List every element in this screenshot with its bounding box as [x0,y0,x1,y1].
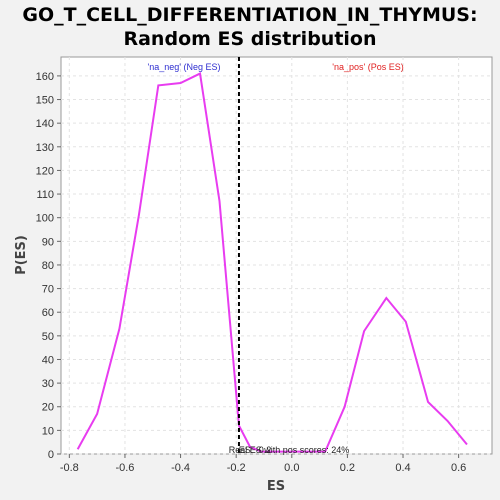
x-tick-label: -0.2 [227,462,246,474]
y-tick-label: 120 [36,165,54,177]
x-axis-ticks: -0.8 -0.6 -0.4 -0.2 0.0 0.2 0.4 0.6 [60,454,466,474]
x-tick-label: 0.0 [284,462,299,474]
y-tick-label: 160 [36,71,54,83]
y-tick-label: 80 [42,260,54,272]
y-tick-label: 30 [42,378,54,390]
y-tick-label: 50 [42,331,54,343]
y-tick-label: 0 [48,449,54,461]
x-tick-label: 0.4 [395,462,410,474]
x-tick-label: -0.8 [60,462,79,474]
y-tick-label: 20 [42,402,54,414]
x-tick-label: -0.4 [171,462,190,474]
pos-es-label: 'na_pos' (Pos ES) [332,62,403,72]
plot-area [61,57,492,454]
y-tick-label: 110 [36,189,54,201]
neg-es-label: 'na_neg' (Neg ES) [148,62,221,72]
y-tick-label: 10 [42,425,54,437]
y-tick-label: 60 [42,307,54,319]
real-es-pos-scores-label: Real ES with pos scores: 24% [229,445,350,455]
y-tick-label: 70 [42,284,54,296]
y-tick-label: 100 [36,213,54,225]
y-tick-label: 140 [36,118,54,130]
y-axis-label: P(ES) [14,235,29,275]
y-axis-ticks: 0 10 20 30 40 50 60 70 80 90 100 110 120 130 140 150 160 [36,71,61,461]
y-tick-label: 150 [36,95,54,107]
y-tick-label: 130 [36,142,54,154]
y-tick-label: 90 [42,236,54,248]
x-tick-label: 0.2 [340,462,355,474]
x-tick-label: -0.6 [115,462,134,474]
x-axis-label: ES [267,479,285,494]
x-tick-label: 0.6 [451,462,466,474]
y-tick-label: 40 [42,354,54,366]
